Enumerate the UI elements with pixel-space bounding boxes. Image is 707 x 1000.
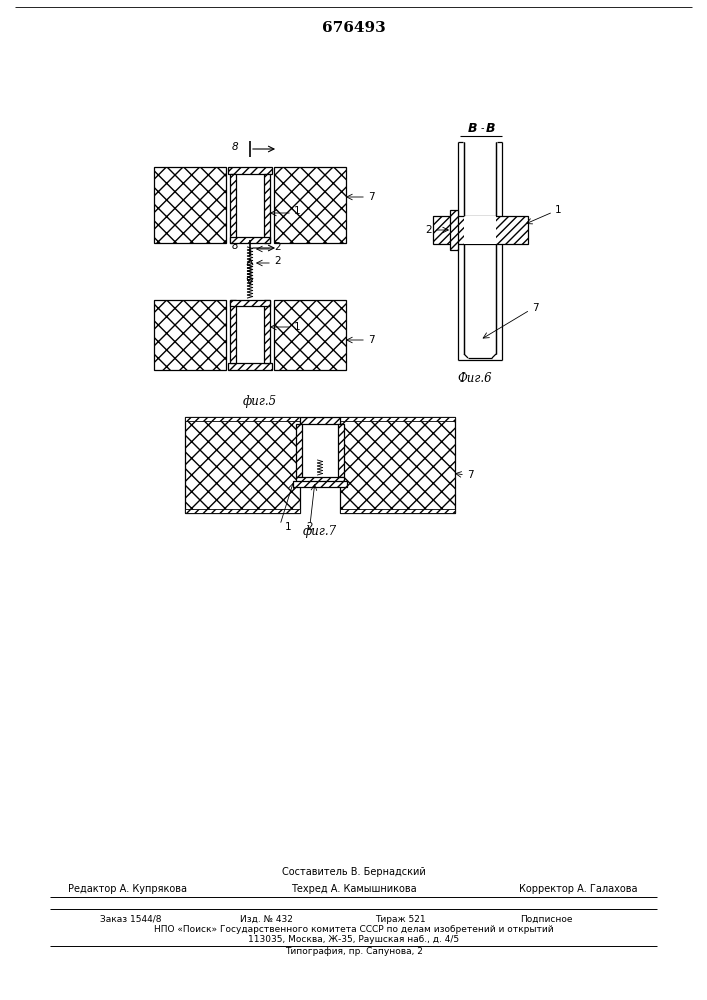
Text: 1: 1 <box>285 522 291 532</box>
Bar <box>236 306 264 363</box>
Bar <box>340 417 455 513</box>
Bar <box>450 210 458 250</box>
Text: Корректор А. Галахова: Корректор А. Галахова <box>519 884 637 894</box>
Bar <box>230 237 270 243</box>
Text: 8: 8 <box>231 241 238 251</box>
Text: НПО «Поиск» Государственного комитета СССР по делам изобретений и открытий: НПО «Поиск» Государственного комитета СС… <box>154 924 554 934</box>
Text: Заказ 1544/8: Заказ 1544/8 <box>100 914 161 924</box>
Text: 2: 2 <box>274 256 281 266</box>
Bar <box>154 300 226 370</box>
Bar <box>230 174 236 243</box>
Text: 2: 2 <box>274 242 281 252</box>
Text: Составитель В. Бернадский: Составитель В. Бернадский <box>282 867 426 877</box>
Text: 7: 7 <box>368 335 375 345</box>
Text: 1: 1 <box>294 322 300 332</box>
Bar <box>293 481 347 487</box>
Bar <box>264 174 270 243</box>
Text: Типография, пр. Сапунова, 2: Типография, пр. Сапунова, 2 <box>285 948 423 956</box>
Text: 2: 2 <box>307 522 313 532</box>
Bar <box>300 417 340 424</box>
Bar <box>264 300 270 363</box>
Bar <box>154 167 226 243</box>
Bar <box>185 417 300 421</box>
Bar <box>296 477 344 483</box>
Text: Подписное: Подписное <box>520 914 573 924</box>
Text: Изд. № 432: Изд. № 432 <box>240 914 293 924</box>
Text: 1: 1 <box>294 206 300 216</box>
Bar <box>274 167 346 243</box>
Text: 7: 7 <box>467 470 474 480</box>
Text: 7: 7 <box>368 192 375 202</box>
Bar <box>340 509 455 513</box>
Text: фиг.7: фиг.7 <box>303 526 337 538</box>
Bar <box>340 417 455 421</box>
Text: Техред А. Камышникова: Техред А. Камышникова <box>291 884 417 894</box>
Bar <box>185 509 300 513</box>
Text: Тираж 521: Тираж 521 <box>375 914 426 924</box>
Bar <box>302 424 338 477</box>
Bar <box>433 216 528 244</box>
Bar <box>274 300 346 370</box>
Bar <box>338 424 344 477</box>
Text: 8: 8 <box>231 142 238 152</box>
Bar <box>230 300 270 306</box>
Text: -: - <box>480 123 484 133</box>
Text: 113035, Москва, Ж-35, Раушская наб., д. 4/5: 113035, Москва, Ж-35, Раушская наб., д. … <box>248 934 460 944</box>
Bar <box>230 300 236 363</box>
Bar <box>296 424 302 477</box>
Text: Фиг.6: Фиг.6 <box>457 371 492 384</box>
Text: 676493: 676493 <box>322 21 386 35</box>
Bar <box>228 167 272 174</box>
Text: 7: 7 <box>532 303 539 313</box>
Text: фиг.5: фиг.5 <box>243 395 277 408</box>
Bar <box>228 363 272 370</box>
Text: 2: 2 <box>426 225 432 235</box>
Bar <box>464 216 496 244</box>
Bar <box>185 417 300 513</box>
Text: B: B <box>467 121 477 134</box>
Text: 1: 1 <box>555 205 561 215</box>
Text: Редактор А. Купрякова: Редактор А. Купрякова <box>69 884 187 894</box>
Text: B: B <box>485 121 495 134</box>
Bar <box>236 174 264 237</box>
